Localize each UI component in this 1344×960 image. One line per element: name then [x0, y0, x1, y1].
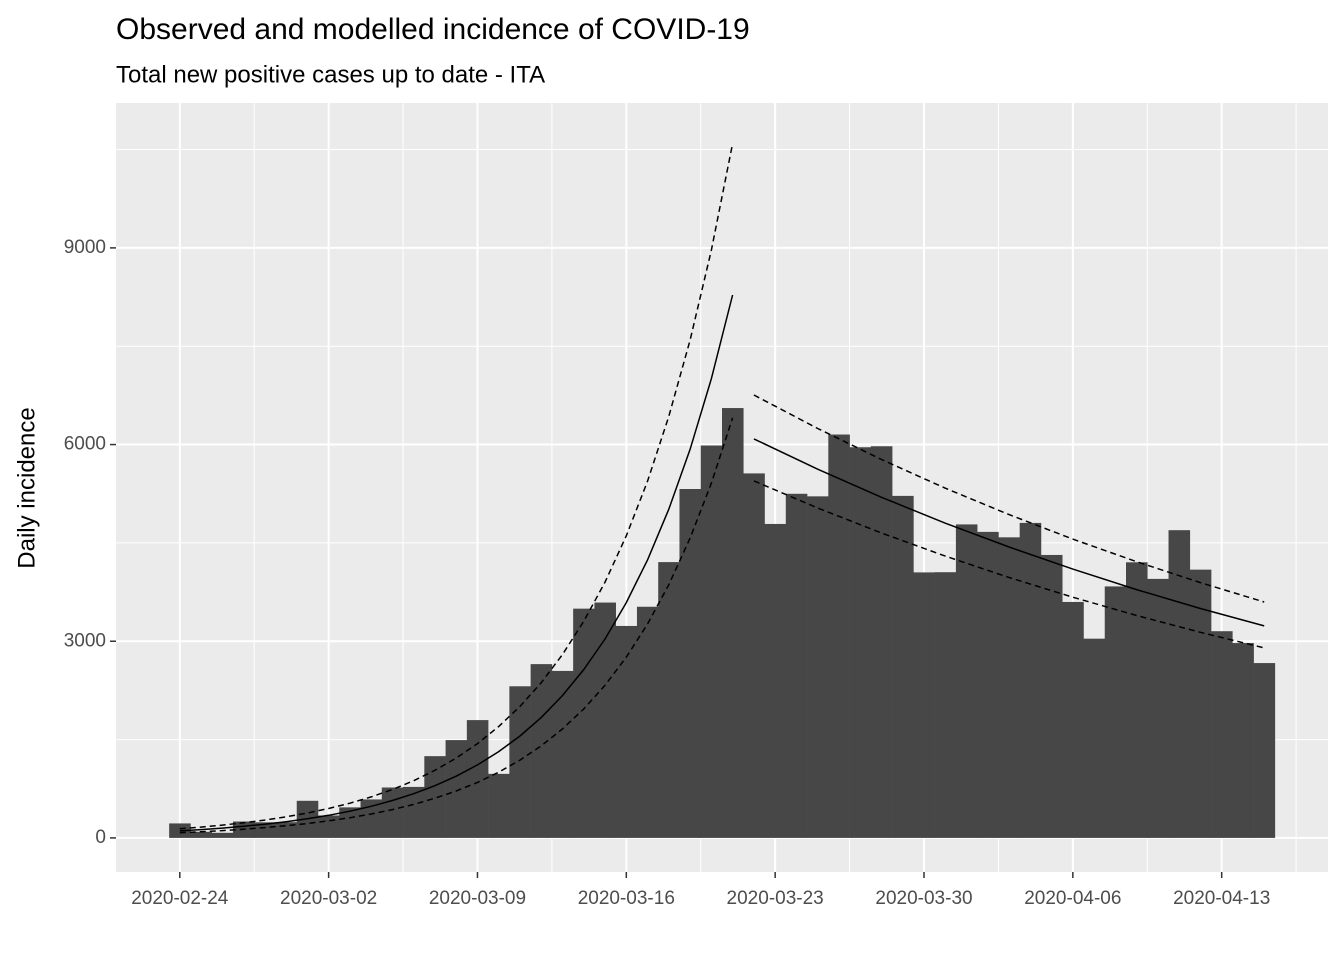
bar: [466, 720, 489, 838]
bar: [488, 773, 510, 838]
y-tick-label: 9000: [64, 237, 106, 258]
bar: [1168, 530, 1191, 838]
bar: [1062, 601, 1084, 838]
bar: [381, 787, 404, 838]
bar: [998, 537, 1020, 838]
bar: [977, 531, 999, 838]
bar: [530, 664, 553, 838]
y-tick-label: 3000: [64, 630, 106, 651]
ci-line: [753, 394, 1265, 603]
y-tick-label: 6000: [64, 434, 106, 455]
bar: [615, 625, 638, 838]
bar: [636, 606, 659, 838]
bar: [1019, 522, 1042, 838]
bar: [190, 831, 212, 838]
bar: [211, 832, 234, 838]
bar: [445, 740, 468, 838]
bar: [913, 572, 935, 838]
bar: [1126, 562, 1148, 838]
fit-line: [753, 438, 1265, 627]
y-tick-label: 0: [95, 827, 106, 848]
bar: [807, 496, 829, 838]
bar: [1232, 643, 1254, 838]
bar: [360, 799, 383, 838]
bar: [551, 670, 574, 838]
y-axis-label: Daily incidence: [13, 407, 40, 568]
fit-line: [179, 294, 734, 832]
bar: [722, 408, 744, 838]
chart-title: Observed and modelled incidence of COVID…: [116, 13, 750, 46]
bar: [1040, 554, 1063, 838]
x-tick-label: 2020-04-13: [1173, 888, 1270, 909]
bar: [1211, 631, 1233, 838]
bar: [764, 523, 787, 838]
bar: [403, 786, 425, 838]
x-tick-label: 2020-02-24: [131, 888, 229, 909]
bar: [1189, 569, 1212, 838]
ci-line: [753, 480, 1265, 649]
bar: [254, 822, 276, 838]
bar: [339, 807, 361, 838]
bar: [573, 608, 595, 838]
bar: [679, 489, 702, 838]
bar: [1147, 578, 1169, 838]
chart-subtitle: Total new positive cases up to date - IT…: [116, 61, 545, 88]
bar: [509, 686, 531, 838]
bar: [424, 756, 446, 838]
x-tick-label: 2020-03-16: [578, 888, 675, 909]
bar: [743, 473, 765, 838]
bar: [892, 495, 914, 838]
bar: [934, 572, 957, 838]
bar: [849, 447, 872, 838]
bar: [1083, 638, 1106, 838]
x-tick-label: 2020-03-02: [280, 888, 377, 909]
x-tick-label: 2020-03-09: [429, 888, 526, 909]
ci-line: [179, 143, 734, 830]
bar: [785, 493, 808, 838]
x-tick-label: 2020-04-06: [1024, 888, 1121, 909]
bar: [828, 434, 850, 838]
bar: [955, 524, 978, 838]
bar: [870, 446, 893, 838]
bar: [658, 562, 680, 838]
x-tick-label: 2020-03-30: [875, 888, 972, 909]
ci-line: [179, 417, 734, 834]
bar: [1104, 586, 1127, 838]
bar: [594, 602, 616, 838]
bar: [318, 815, 340, 838]
x-tick-label: 2020-03-23: [727, 888, 824, 909]
bar: [1253, 663, 1276, 838]
bar: [700, 445, 723, 838]
